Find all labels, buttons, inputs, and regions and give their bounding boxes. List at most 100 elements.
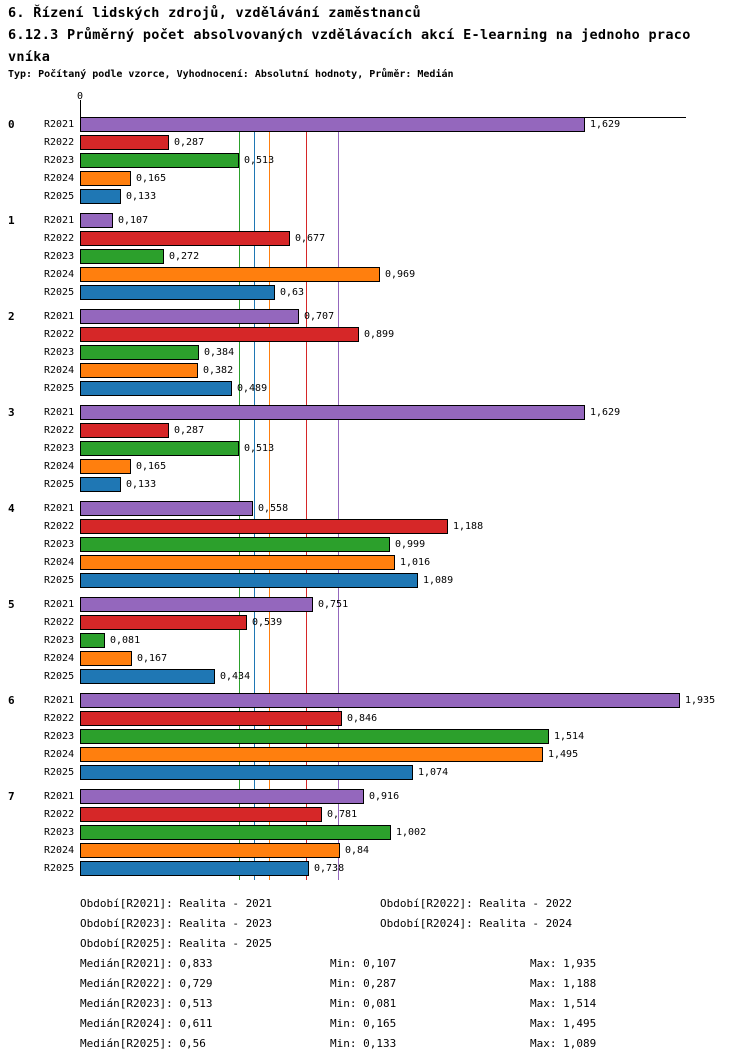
bar-series-label: R2023 [44, 635, 75, 646]
bar-value-label: 0,434 [220, 671, 251, 682]
bar-series-label: R2022 [44, 617, 75, 628]
chart-bar-r2021-g4 [80, 501, 253, 516]
axis-tick-mark [80, 100, 81, 117]
bar-value-label: 1,495 [548, 749, 579, 760]
bar-series-label: R2022 [44, 425, 75, 436]
legend-period-r2024: Období[R2024]: Realita - 2024 [380, 917, 573, 930]
chart-bar-r2023-g7 [80, 825, 391, 840]
group-label: 7 [8, 790, 15, 803]
bar-series-label: R2022 [44, 329, 75, 340]
bar-series-label: R2021 [44, 599, 75, 610]
bar-value-label: 1,514 [554, 731, 585, 742]
legend-min-r2024: Min: 0,165 [330, 1017, 397, 1030]
bar-series-label: R2024 [44, 653, 75, 664]
legend-min-r2023: Min: 0,081 [330, 997, 397, 1010]
legend-max-r2022: Max: 1,188 [530, 977, 597, 990]
bar-value-label: 0,272 [169, 251, 200, 262]
chart-bar-r2024-g4 [80, 555, 395, 570]
legend-median-r2022: Medián[R2022]: 0,729 [80, 977, 213, 990]
page-title-line1: 6. Řízení lidských zdrojů, vzdělávání za… [8, 5, 421, 21]
bar-value-label: 0,081 [110, 635, 141, 646]
chart-bar-r2025-g0 [80, 189, 121, 204]
bar-value-label: 0,133 [126, 191, 157, 202]
chart-bar-r2025-g2 [80, 381, 232, 396]
bar-value-label: 0,707 [304, 311, 335, 322]
chart-bar-r2021-g1 [80, 213, 113, 228]
bar-value-label: 0,165 [136, 173, 167, 184]
bar-series-label: R2021 [44, 695, 75, 706]
chart-bar-r2024-g6 [80, 747, 543, 762]
bar-series-label: R2023 [44, 731, 75, 742]
chart-bar-r2023-g6 [80, 729, 549, 744]
bar-series-label: R2021 [44, 407, 75, 418]
page-title-line2: 6.12.3 Průměrný počet absolvovaných vzdě… [8, 27, 691, 43]
bar-value-label: 0,287 [174, 137, 205, 148]
bar-value-label: 0,513 [244, 155, 275, 166]
legend-max-r2023: Max: 1,514 [530, 997, 597, 1010]
chart-bar-r2022-g6 [80, 711, 342, 726]
bar-series-label: R2025 [44, 479, 75, 490]
bar-series-label: R2024 [44, 173, 75, 184]
median-line-r2024 [269, 117, 270, 880]
legend-period-r2023: Období[R2023]: Realita - 2023 [80, 917, 273, 930]
median-line-r2025 [254, 117, 255, 880]
bar-series-label: R2022 [44, 233, 75, 244]
group-label: 5 [8, 598, 15, 611]
chart-bar-r2023-g5 [80, 633, 105, 648]
bar-value-label: 0,287 [174, 425, 205, 436]
chart-bar-r2025-g7 [80, 861, 309, 876]
bar-value-label: 0,384 [204, 347, 235, 358]
bar-value-label: 1,629 [590, 119, 621, 130]
bar-series-label: R2021 [44, 311, 75, 322]
legend-min-r2021: Min: 0,107 [330, 957, 397, 970]
axis-tick-label: 0 [77, 91, 84, 102]
chart-bar-r2021-g3 [80, 405, 585, 420]
chart-bar-r2025-g5 [80, 669, 215, 684]
bar-value-label: 1,188 [453, 521, 484, 532]
bar-series-label: R2024 [44, 269, 75, 280]
chart-bar-r2024-g7 [80, 843, 340, 858]
bar-value-label: 0,382 [203, 365, 234, 376]
bar-value-label: 1,016 [400, 557, 431, 568]
group-label: 4 [8, 502, 15, 515]
median-line-r2021 [338, 117, 339, 880]
bar-series-label: R2025 [44, 767, 75, 778]
legend-median-r2024: Medián[R2024]: 0,611 [80, 1017, 213, 1030]
legend-median-r2021: Medián[R2021]: 0,833 [80, 957, 213, 970]
legend-max-r2024: Max: 1,495 [530, 1017, 597, 1030]
bar-series-label: R2025 [44, 383, 75, 394]
median-line-r2022 [306, 117, 307, 880]
bar-series-label: R2022 [44, 713, 75, 724]
bar-value-label: 0,107 [118, 215, 149, 226]
chart-bar-r2021-g6 [80, 693, 680, 708]
bar-value-label: 1,002 [396, 827, 427, 838]
bar-series-label: R2021 [44, 119, 75, 130]
bar-series-label: R2024 [44, 845, 75, 856]
chart-bar-r2025-g1 [80, 285, 275, 300]
bar-value-label: 0,167 [137, 653, 168, 664]
chart-bar-r2024-g0 [80, 171, 131, 186]
bar-value-label: 0,84 [345, 845, 370, 856]
bar-series-label: R2025 [44, 191, 75, 202]
legend-period-r2025: Období[R2025]: Realita - 2025 [80, 937, 273, 950]
bar-series-label: R2024 [44, 365, 75, 376]
page-title-line3: vníka [8, 49, 51, 65]
group-label: 0 [8, 118, 15, 131]
legend-period-r2022: Období[R2022]: Realita - 2022 [380, 897, 573, 910]
chart-bar-r2025-g3 [80, 477, 121, 492]
chart-bar-r2021-g5 [80, 597, 313, 612]
chart-bar-r2023-g4 [80, 537, 390, 552]
bar-value-label: 0,781 [327, 809, 358, 820]
bar-value-label: 0,539 [252, 617, 283, 628]
bar-value-label: 0,969 [385, 269, 416, 280]
chart-bar-r2022-g2 [80, 327, 359, 342]
bar-series-label: R2025 [44, 863, 75, 874]
bar-value-label: 0,677 [295, 233, 326, 244]
bar-series-label: R2025 [44, 575, 75, 586]
bar-series-label: R2023 [44, 827, 75, 838]
group-label: 3 [8, 406, 15, 419]
chart-bar-r2022-g7 [80, 807, 322, 822]
legend-max-r2025: Max: 1,089 [530, 1037, 597, 1050]
bar-value-label: 0,63 [280, 287, 305, 298]
